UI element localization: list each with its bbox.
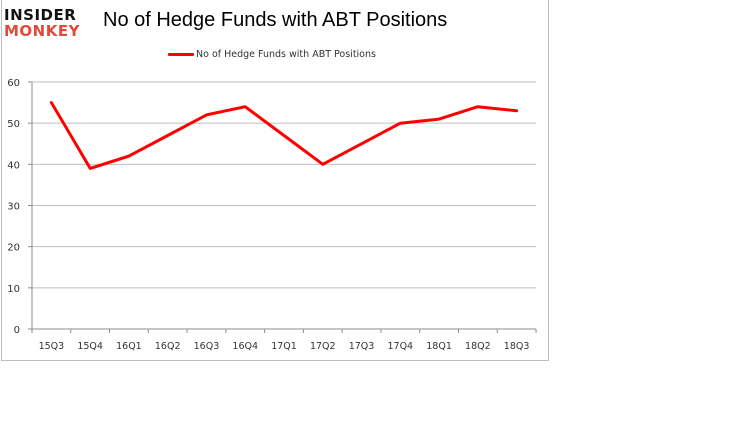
x-tick-label: 17Q3 [349, 341, 375, 352]
y-tick-label: 60 [7, 78, 20, 89]
y-tick-label: 20 [7, 243, 20, 254]
legend-label: No of Hedge Funds with ABT Positions [196, 49, 376, 60]
x-tick-label: 17Q2 [310, 341, 336, 352]
series-line [49, 101, 519, 170]
x-tick-label: 16Q1 [116, 341, 142, 352]
insider-monkey-logo: INSIDER MONKEY [4, 8, 100, 39]
x-tick-label: 18Q1 [426, 341, 452, 352]
x-axis-ticks: 15Q3 15Q4 16Q1 16Q2 16Q3 16Q4 17Q1 17Q2 17Q3 17Q4… [31, 329, 537, 352]
x-tick-label: 15Q4 [77, 341, 103, 352]
x-tick-label: 16Q3 [194, 341, 220, 352]
y-tick-label: 0 [14, 325, 20, 336]
chart-frame [1, 0, 549, 361]
y-tick-label: 40 [7, 160, 20, 171]
x-tick-label: 18Q3 [504, 341, 530, 352]
chart-legend: No of Hedge Funds with ABT Positions [168, 49, 376, 60]
x-tick-label: 17Q1 [271, 341, 297, 352]
logo-line-insider: INSIDER [4, 6, 77, 24]
y-tick-label: 30 [7, 202, 20, 213]
x-tick-label: 18Q2 [465, 341, 491, 352]
y-tick-label: 50 [7, 119, 20, 130]
x-tick-label: 15Q3 [39, 341, 65, 352]
x-tick-label: 17Q4 [387, 341, 413, 352]
legend-line-swatch-icon [168, 53, 194, 56]
y-tick-label: 10 [7, 284, 20, 295]
x-tick-label: 16Q4 [232, 341, 258, 352]
x-tick-label: 16Q2 [155, 341, 181, 352]
y-axis-ticks: 0 10 20 30 40 50 60 [7, 78, 32, 336]
logo-line-monkey: MONKEY [4, 22, 80, 40]
chart-title: No of Hedge Funds with ABT Positions [103, 9, 448, 31]
gridlines [32, 81, 536, 289]
